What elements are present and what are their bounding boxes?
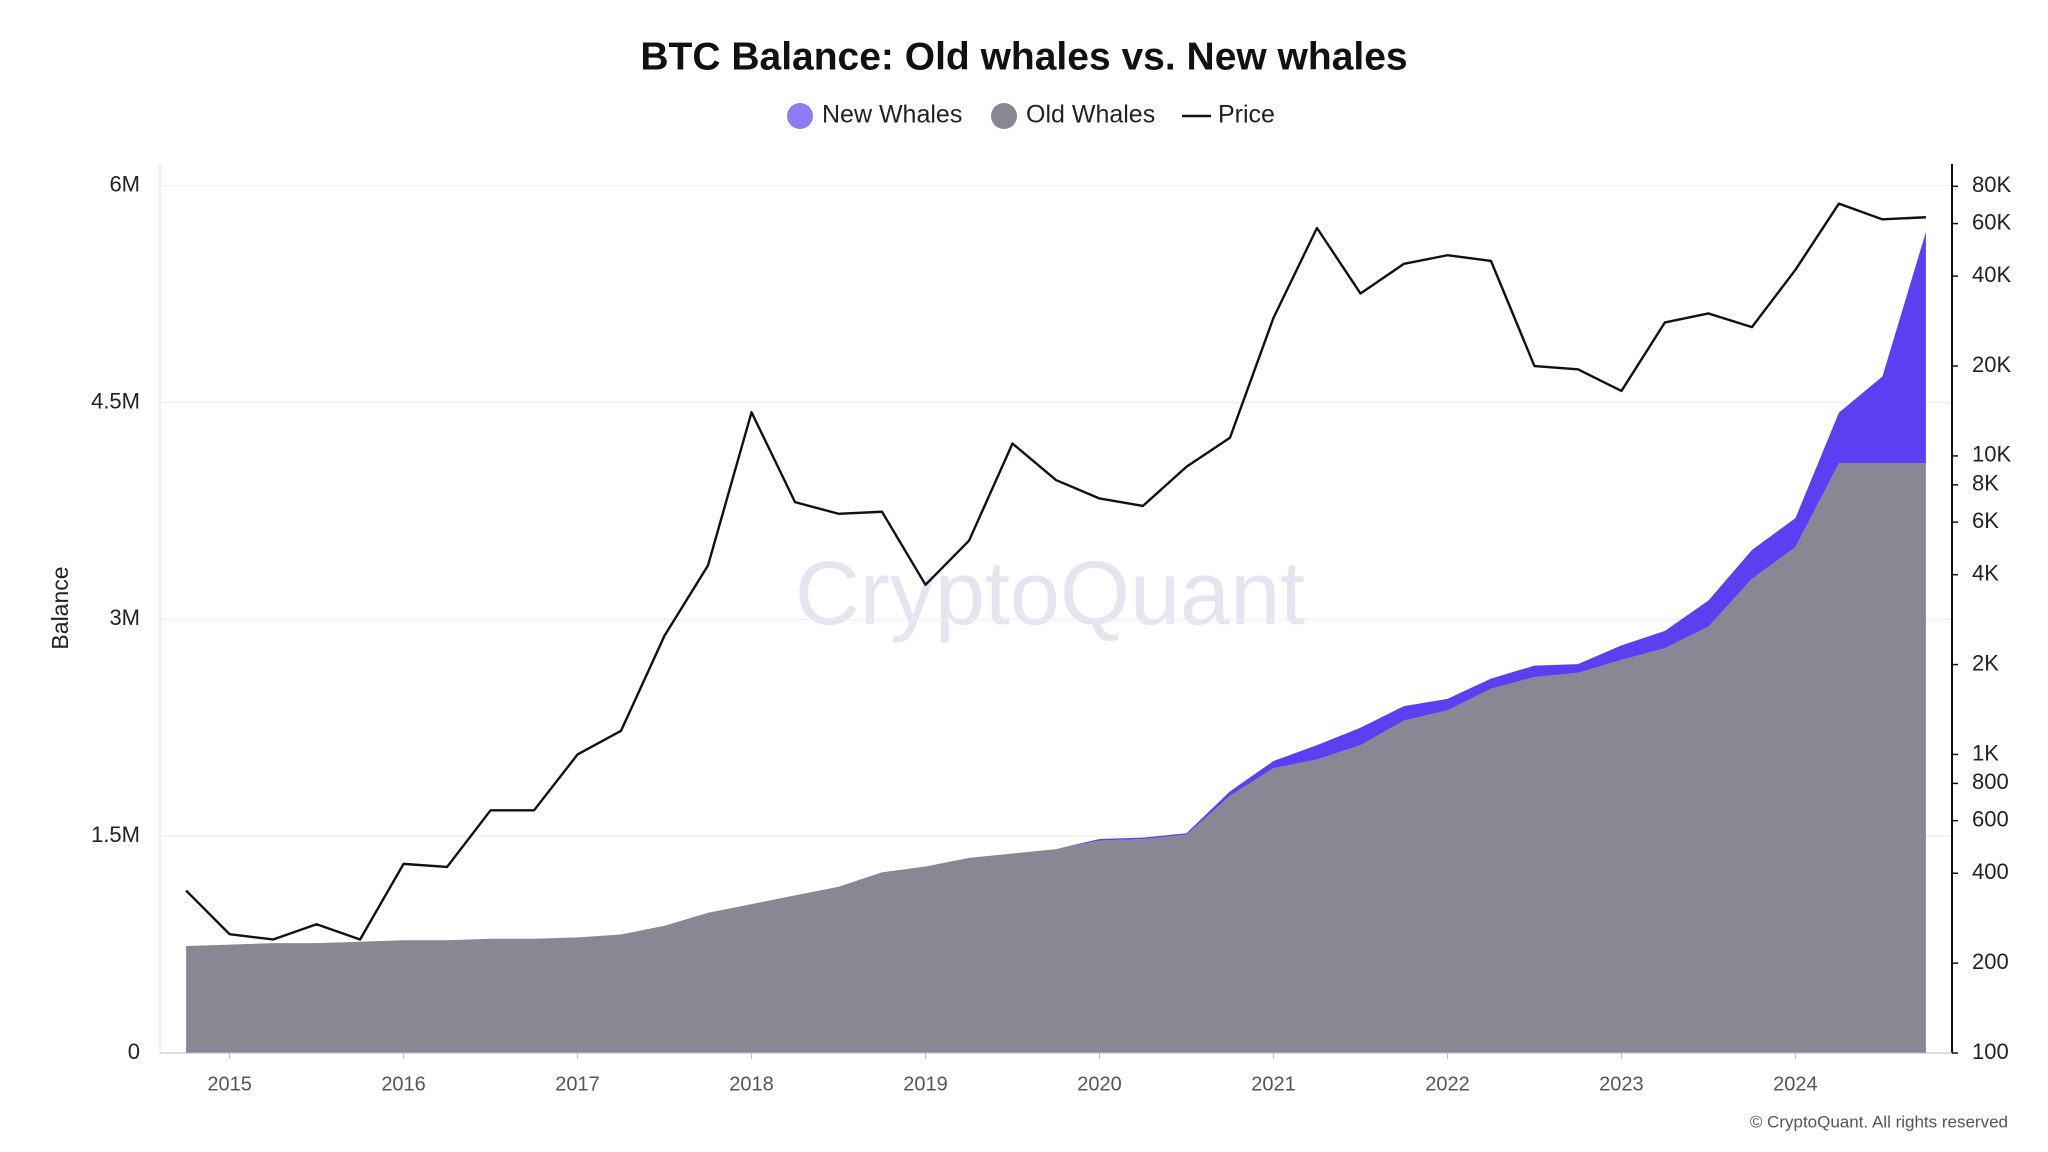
y2-tick-label: 40K xyxy=(1972,262,2011,287)
legend-label: New Whales xyxy=(822,101,962,129)
y2-tick-label: 2K xyxy=(1972,650,1999,675)
y2-tick-label: 200 xyxy=(1972,949,2009,974)
x-tick-label: 2019 xyxy=(903,1073,948,1095)
x-tick-label: 2016 xyxy=(381,1073,426,1095)
y-tick-label: 0 xyxy=(128,1039,140,1064)
y2-tick-label: 8K xyxy=(1972,471,1999,496)
x-tick-label: 2020 xyxy=(1077,1073,1122,1095)
y-tick-label: 4.5M xyxy=(91,388,140,413)
x-tick-label: 2023 xyxy=(1599,1073,1644,1095)
x-tick-label: 2015 xyxy=(207,1073,252,1095)
y2-tick-label: 1K xyxy=(1972,740,1999,765)
y2-tick-label: 6K xyxy=(1972,508,1999,533)
x-tick-label: 2018 xyxy=(729,1073,774,1095)
y2-tick-label: 10K xyxy=(1972,442,2011,467)
y2-tick-label: 800 xyxy=(1972,769,2009,794)
y-tick-label: 3M xyxy=(109,605,140,630)
y2-tick-label: 60K xyxy=(1972,209,2011,234)
y-tick-label: 1.5M xyxy=(91,822,140,847)
y2-tick-label: 20K xyxy=(1972,352,2011,377)
x-tick-label: 2017 xyxy=(555,1073,600,1095)
x-tick-label: 2024 xyxy=(1773,1073,1818,1095)
watermark: CryptoQuant xyxy=(795,544,1305,644)
y2-tick-label: 100 xyxy=(1972,1039,2009,1064)
area-old-whales xyxy=(186,463,1926,1054)
chart-title: BTC Balance: Old whales vs. New whales xyxy=(640,35,1407,78)
y2-tick-label: 80K xyxy=(1972,172,2011,197)
legend-swatch xyxy=(787,103,813,129)
x-tick-label: 2022 xyxy=(1425,1073,1470,1095)
y-axis-title: Balance xyxy=(47,566,73,649)
footer: © CryptoQuant. All rights reserved xyxy=(1750,1112,2008,1131)
y2-tick-label: 400 xyxy=(1972,859,2009,884)
price-line xyxy=(185,202,1926,941)
legend-label: Price xyxy=(1218,101,1275,129)
legend-swatch xyxy=(991,103,1017,129)
y-tick-label: 6M xyxy=(109,171,140,196)
y2-tick-label: 600 xyxy=(1972,806,2009,831)
x-tick-label: 2021 xyxy=(1251,1073,1296,1095)
legend-label: Old Whales xyxy=(1026,101,1155,129)
y2-tick-label: 4K xyxy=(1972,561,1999,586)
